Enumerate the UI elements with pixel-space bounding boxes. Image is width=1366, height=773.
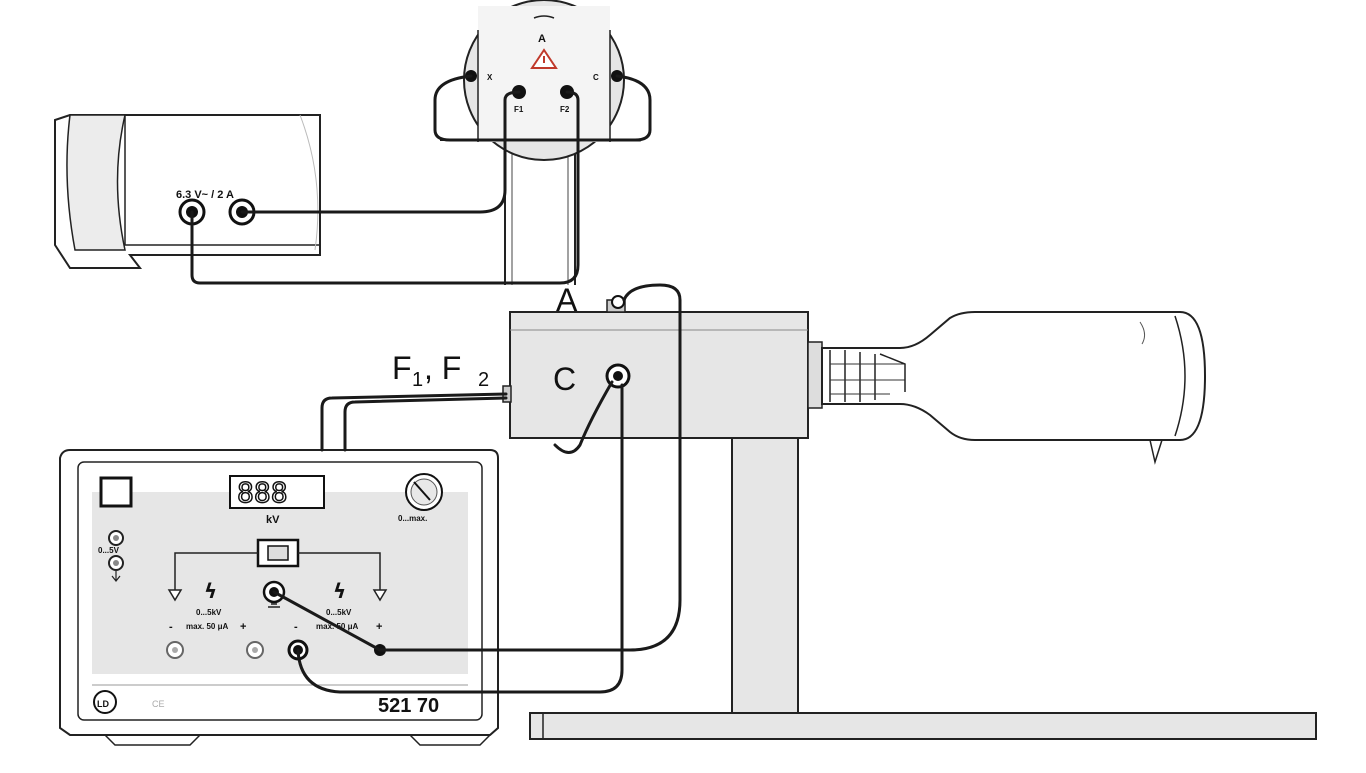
tube-socket-closeup: A X C F1 F2 bbox=[433, 0, 652, 285]
closeup-pin-c-label: C bbox=[593, 73, 599, 82]
closeup-f2-label: F2 bbox=[560, 105, 570, 114]
svg-text:1: 1 bbox=[412, 369, 423, 391]
cathode-wire bbox=[296, 383, 624, 694]
vacuum-tube bbox=[821, 311, 1207, 465]
ce-mark: CE bbox=[152, 699, 165, 709]
high-voltage-left-icon: ϟ bbox=[204, 579, 217, 603]
svg-text:, F: , F bbox=[424, 350, 461, 386]
closeup-pin-x-label: X bbox=[487, 73, 493, 82]
control-input-label: 0...5V bbox=[98, 546, 120, 555]
transformer-output-label: 6.3 V~ / 2 A bbox=[176, 189, 234, 201]
kv-unit-label: kV bbox=[266, 514, 280, 526]
svg-text:2: 2 bbox=[478, 369, 489, 391]
closeup-f1-label: F1 bbox=[514, 105, 524, 114]
svg-text:F: F bbox=[392, 350, 412, 386]
transformer-device: 6.3 V~ / 2 A bbox=[54, 114, 321, 269]
left-minus-socket[interactable] bbox=[166, 641, 184, 659]
right-range-label: 0...5kV bbox=[326, 608, 352, 617]
ground-arrow-icon bbox=[111, 571, 121, 582]
control-input-socket-bottom[interactable] bbox=[108, 555, 124, 571]
closeup-anode-label: A bbox=[538, 33, 546, 45]
filament-wire-2 bbox=[190, 90, 580, 285]
model-number: 521 70 bbox=[378, 695, 439, 717]
tube-cathode-label: C bbox=[553, 361, 576, 397]
ground-bridge-wire bbox=[272, 590, 382, 652]
left-plus-socket[interactable] bbox=[246, 641, 264, 659]
svg-text:LD: LD bbox=[97, 699, 109, 709]
left-current-label: max. 50 μA bbox=[186, 622, 228, 631]
kv-display: 888 bbox=[229, 475, 325, 510]
high-voltage-right-icon: ϟ bbox=[333, 579, 346, 603]
filament-wire-1 bbox=[240, 90, 521, 214]
left-range-label: 0...5kV bbox=[196, 608, 222, 617]
tube-holder bbox=[502, 295, 823, 439]
tube-filament-label: F 1 , F 2 bbox=[392, 350, 489, 391]
diode-symbol-icon bbox=[167, 589, 388, 602]
tube-stand bbox=[529, 437, 1317, 740]
high-voltage-power-supply: 888 kV 0...max. 0...5V ϟ ϟ bbox=[59, 449, 499, 746]
heater-cable-2 bbox=[343, 396, 508, 452]
tube-anode-label: A bbox=[556, 282, 578, 318]
ground-socket[interactable] bbox=[262, 580, 286, 604]
right-plus-label: + bbox=[376, 621, 382, 633]
anode-wire bbox=[378, 283, 682, 652]
left-plus-label: + bbox=[240, 621, 246, 633]
left-minus-label: - bbox=[169, 621, 173, 633]
power-switch[interactable] bbox=[99, 476, 133, 508]
polarity-switch[interactable] bbox=[256, 538, 300, 568]
control-input-socket-top[interactable] bbox=[108, 530, 124, 546]
cathode-loop-wire bbox=[553, 380, 614, 454]
warning-triangle-icon bbox=[530, 48, 558, 69]
heater-cable-1 bbox=[320, 392, 508, 452]
voltage-knob[interactable] bbox=[405, 473, 443, 511]
svg-text:888: 888 bbox=[237, 476, 288, 509]
ld-logo: LD bbox=[93, 690, 117, 714]
knob-range-label: 0...max. bbox=[398, 514, 427, 523]
ground-symbol-icon bbox=[268, 603, 280, 608]
right-minus-label: - bbox=[294, 621, 298, 633]
